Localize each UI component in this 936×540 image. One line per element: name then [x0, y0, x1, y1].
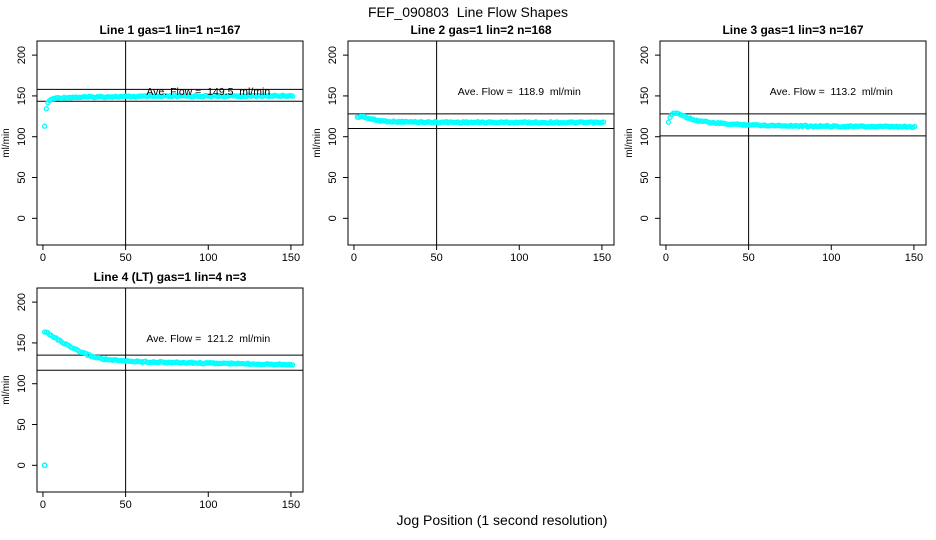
y-tick-label: 100	[16, 375, 28, 393]
panel-title-line3: Line 3 gas=1 lin=3 n=167	[722, 23, 864, 37]
outlier-point	[41, 462, 48, 469]
y-tick-label: 0	[16, 462, 28, 468]
figure-title: FEF_090803 Line Flow Shapes	[367, 4, 569, 20]
plot-box	[36, 287, 304, 493]
data-point	[43, 106, 49, 112]
y-tick-label: 50	[16, 171, 28, 183]
x-tick-label: 100	[199, 499, 217, 511]
x-tick-label: 150	[282, 252, 300, 264]
y-tick-label: 150	[639, 87, 651, 105]
data-point	[912, 123, 918, 130]
panel-title-line4: Line 4 (LT) gas=1 lin=4 n=3	[93, 270, 247, 284]
x-tick-label: 0	[40, 252, 46, 264]
plot-box	[36, 40, 304, 246]
y-tick-label: 150	[16, 334, 28, 352]
x-tick-label: 100	[510, 252, 528, 264]
y-tick-label: 200	[639, 46, 651, 64]
y-tick-label: 100	[639, 128, 651, 146]
data-point	[665, 119, 672, 125]
x-axis-label: Jog Position (1 second resolution)	[396, 512, 608, 528]
x-tick-label: 50	[119, 499, 131, 511]
y-tick-label: 150	[16, 87, 28, 105]
y-tick-label: 200	[327, 46, 339, 64]
ave-flow-annotation-line1: Ave. Flow = 149.5 ml/min	[146, 86, 271, 99]
y-tick-label: 50	[639, 171, 651, 183]
x-tick-label: 0	[351, 252, 357, 264]
y-tick-label: 50	[327, 171, 339, 183]
x-tick-label: 50	[119, 252, 131, 264]
ave-flow-annotation-line3: Ave. Flow = 113.2 ml/min	[769, 86, 893, 99]
plot-box	[347, 40, 615, 246]
x-tick-label: 50	[430, 252, 442, 264]
plot-box	[659, 40, 927, 246]
x-tick-label: 150	[282, 499, 300, 511]
ave-flow-annotation-line2: Ave. Flow = 118.9 ml/min	[457, 86, 581, 99]
panel-title-line1: Line 1 gas=1 lin=1 n=167	[99, 23, 241, 37]
y-tick-label: 50	[16, 418, 28, 430]
data-point	[41, 123, 48, 129]
y-tick-label: 100	[16, 128, 28, 146]
y-tick-label: 0	[327, 215, 339, 221]
x-tick-label: 100	[199, 252, 217, 264]
y-axis-title: ml/min	[624, 128, 635, 157]
x-tick-label: 50	[742, 252, 754, 264]
x-tick-label: 0	[663, 252, 669, 264]
data-point	[289, 362, 296, 368]
y-axis-title: ml/min	[1, 375, 12, 404]
y-tick-label: 200	[16, 293, 28, 311]
x-tick-label: 100	[822, 252, 840, 264]
y-tick-label: 100	[327, 128, 339, 146]
data-point	[600, 119, 607, 125]
y-axis-title: ml/min	[1, 128, 12, 157]
data-point	[289, 93, 296, 99]
x-tick-label: 0	[40, 499, 46, 511]
y-tick-label: 150	[327, 87, 339, 105]
y-tick-label: 0	[639, 215, 651, 221]
x-tick-label: 150	[593, 252, 611, 264]
y-axis-title: ml/min	[312, 128, 323, 157]
y-tick-label: 0	[16, 215, 28, 221]
ave-flow-annotation-line4: Ave. Flow = 121.2 ml/min	[146, 333, 271, 346]
y-tick-label: 200	[16, 46, 28, 64]
x-tick-label: 150	[905, 252, 923, 264]
panel-title-line2: Line 2 gas=1 lin=2 n=168	[410, 23, 552, 37]
